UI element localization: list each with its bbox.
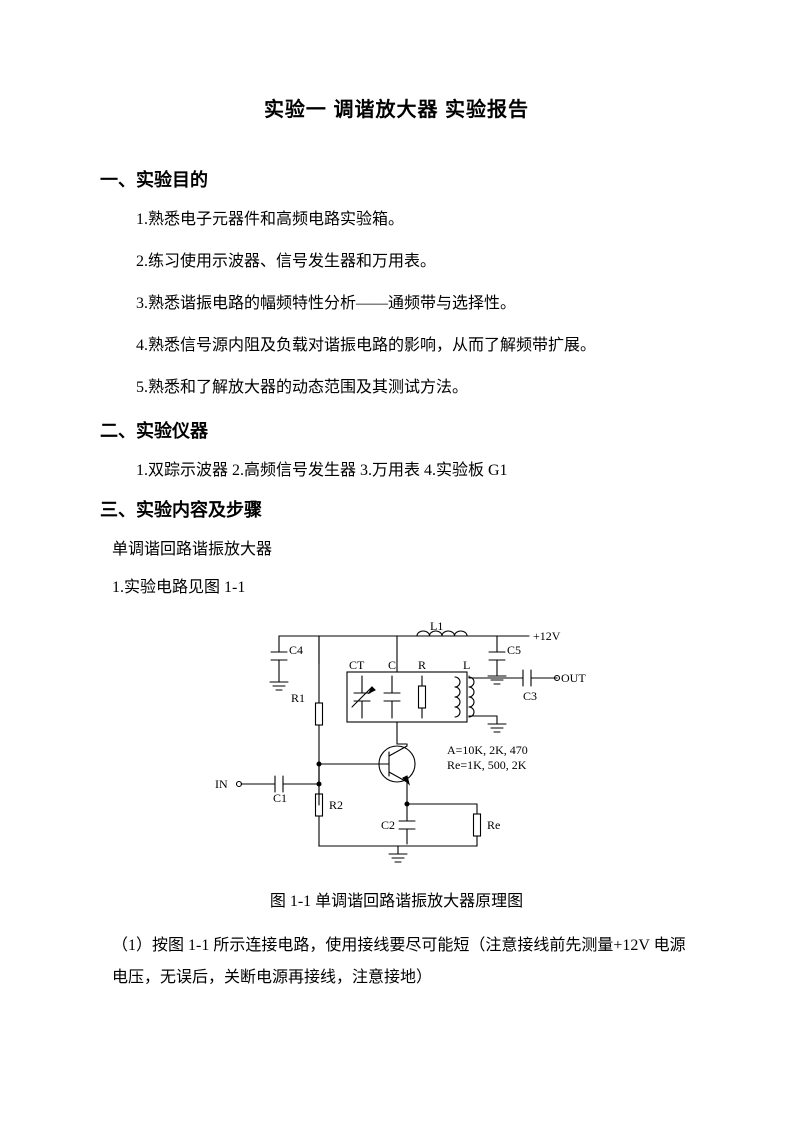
- svg-text:C: C: [388, 658, 396, 672]
- svg-text:R: R: [418, 658, 426, 672]
- svg-text:C2: C2: [381, 818, 395, 832]
- svg-text:Re=1K, 500, 2K: Re=1K, 500, 2K: [447, 758, 527, 772]
- page-title: 实验一 调谐放大器 实验报告: [100, 95, 693, 125]
- sec1-heading: 一、实验目的: [100, 167, 693, 194]
- svg-text:CT: CT: [349, 658, 365, 672]
- sec1-item: 5.熟悉和了解放大器的动态范围及其测试方法。: [100, 376, 693, 400]
- svg-text:C1: C1: [273, 791, 287, 805]
- svg-text:L1: L1: [430, 619, 443, 633]
- sec1-item: 3.熟悉谐振电路的幅频特性分析——通频带与选择性。: [100, 292, 693, 316]
- sec1-item: 4.熟悉信号源内阻及负载对谐振电路的影响，从而了解频带扩展。: [100, 334, 693, 358]
- sec3-heading: 三、实验内容及步骤: [100, 497, 693, 524]
- svg-text:C3: C3: [523, 689, 537, 703]
- sec1-item: 2.练习使用示波器、信号发生器和万用表。: [100, 250, 693, 274]
- svg-text:C5: C5: [507, 643, 521, 657]
- svg-text:Re: Re: [487, 818, 500, 832]
- figure-caption: 图 1-1 单调谐回路谐振放大器原理图: [100, 890, 693, 914]
- svg-text:R2: R2: [329, 798, 343, 812]
- figure-1-1: +12V L1 C4 C5 CT C R L C3 OUT R1 R2 IN C1 C2 Re A=10K, 2…: [100, 614, 693, 874]
- svg-text:+12V: +12V: [533, 629, 561, 643]
- circuit-diagram: +12V L1 C4 C5 CT C R L C3 OUT R1 R2 IN C1 C2 Re A=10K, 2…: [197, 614, 597, 874]
- sec3-para: （1）按图 1-1 所示连接电路，使用接线要尽可能短（注意接线前先测量+12V …: [100, 930, 693, 994]
- svg-text:A=10K, 2K, 470: A=10K, 2K, 470: [447, 743, 528, 757]
- sec2-line: 1.双踪示波器 2.高频信号发生器 3.万用表 4.实验板 G1: [100, 459, 693, 483]
- svg-text:C4: C4: [289, 643, 303, 657]
- sec3-sub: 单调谐回路谐振放大器: [100, 538, 693, 562]
- svg-text:L: L: [463, 658, 470, 672]
- sec2-heading: 二、实验仪器: [100, 418, 693, 445]
- sec1-item: 1.熟悉电子元器件和高频电路实验箱。: [100, 208, 693, 232]
- svg-text:R1: R1: [291, 691, 305, 705]
- sec3-step1: 1.实验电路见图 1-1: [100, 576, 693, 600]
- svg-text:OUT: OUT: [561, 671, 586, 685]
- svg-text:IN: IN: [215, 777, 228, 791]
